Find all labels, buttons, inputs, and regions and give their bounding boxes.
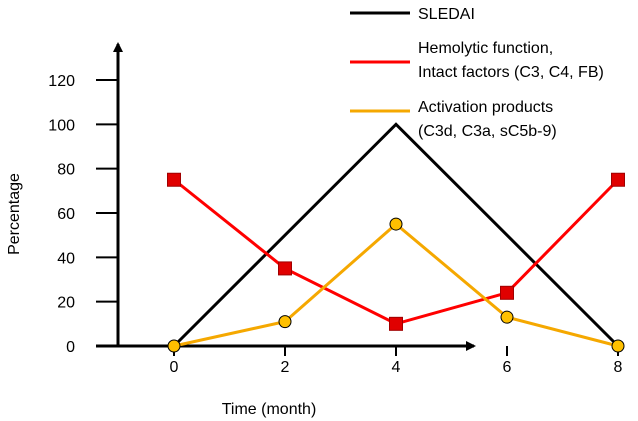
x-tick-label: 4 — [392, 359, 401, 376]
series-line — [173, 178, 620, 326]
data-point-square — [278, 261, 292, 276]
y-ticks: 0 20 40 60 80 100 120 — [48, 73, 118, 356]
y-tick-label: 60 — [57, 206, 75, 223]
data-point-square — [500, 285, 514, 300]
data-point-square — [389, 316, 403, 331]
x-tick-label: 0 — [170, 359, 179, 376]
data-point-square — [167, 172, 181, 187]
x-tick-label: 6 — [503, 359, 512, 376]
y-tick-label: 0 — [66, 339, 75, 356]
legend-label: Intact factors (C3, C4, FB) — [418, 64, 604, 81]
legend-item-2: Hemolytic function, Intact factors (C3, C… — [350, 40, 604, 81]
series-line — [172, 122, 620, 348]
y-axis-label: Percentage — [6, 173, 23, 255]
legend: SLEDAI Hemolytic function, Intact factors … — [350, 6, 604, 140]
data-point-circle — [500, 310, 514, 324]
x-ticks: 0 2 4 6 8 — [170, 346, 623, 376]
x-tick-label: 8 — [614, 359, 623, 376]
legend-label: Activation products — [418, 99, 553, 116]
y-tick-label: 100 — [48, 117, 75, 134]
data-point-circle — [167, 339, 181, 353]
x-axis-label: Time (month) — [222, 401, 317, 418]
y-tick-label: 120 — [48, 73, 75, 90]
data-point-circle — [389, 217, 403, 231]
legend-item-1: SLEDAI — [350, 6, 475, 23]
data-point-circle — [278, 315, 292, 329]
series-1 — [172, 122, 620, 348]
y-tick-label: 40 — [57, 250, 75, 267]
data-point-circle — [611, 339, 625, 353]
legend-label: Hemolytic function, — [418, 40, 553, 57]
series-layer — [167, 122, 625, 353]
axes — [96, 42, 476, 351]
x-tick-label: 2 — [281, 359, 290, 376]
legend-label: (C3d, C3a, sC5b-9) — [418, 123, 557, 140]
legend-label: SLEDAI — [418, 6, 475, 23]
legend-item-3: Activation products (C3d, C3a, sC5b-9) — [350, 99, 557, 140]
data-point-square — [611, 172, 625, 187]
series-3 — [167, 217, 625, 353]
y-tick-label: 80 — [57, 162, 75, 179]
y-tick-label: 20 — [57, 295, 75, 312]
series-2 — [167, 172, 625, 331]
